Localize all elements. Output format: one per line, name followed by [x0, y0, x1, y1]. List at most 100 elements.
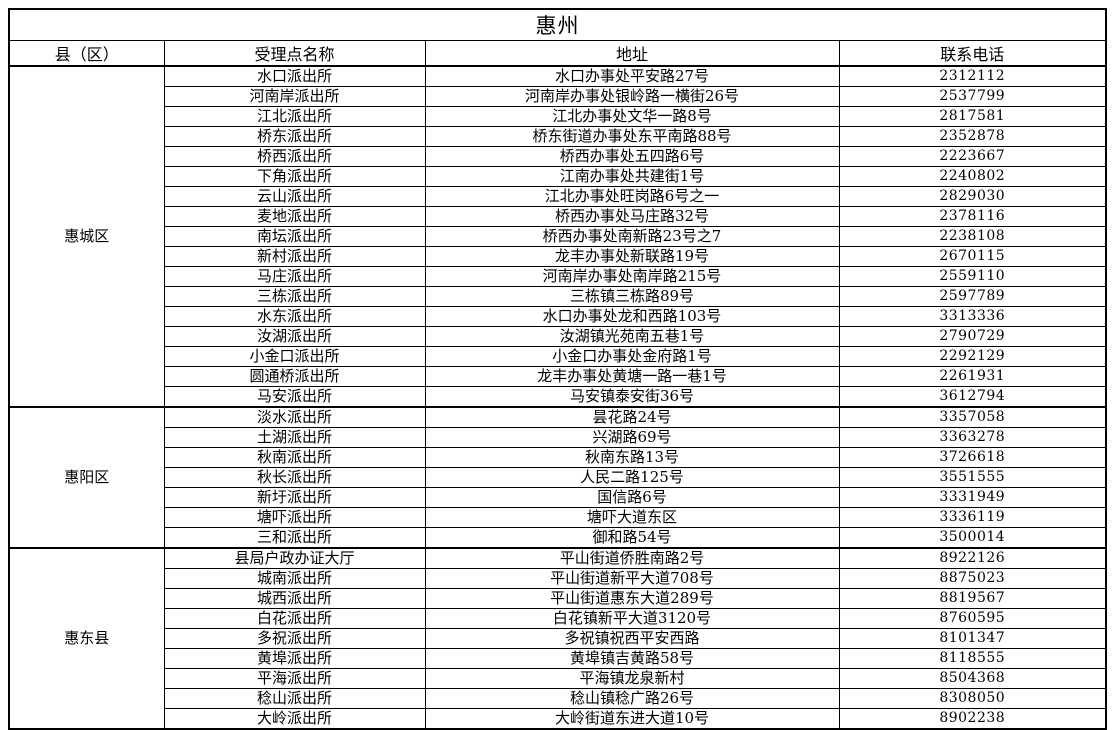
address-cell: 江北办事处旺岗路6号之一: [424, 186, 840, 207]
station-name-cell: 圆通桥派出所: [163, 366, 426, 387]
phone-cell: 3357058: [838, 406, 1107, 428]
table-row: 土湖派出所 兴湖路69号 3363278: [9, 427, 1107, 448]
address-cell: 平海镇龙泉新村: [424, 668, 840, 689]
station-name-cell: 秋南派出所: [163, 447, 426, 468]
station-name-cell: 县局户政办证大厅: [163, 547, 426, 569]
huizhou-table-container: 惠州 县（区） 受理点名称 地址 联系电话 惠城区 水口派出所 水口办事处平安路27…: [8, 8, 1107, 730]
phone-cell: 2261931: [838, 366, 1107, 387]
table-row: 江北派出所 江北办事处文华一路8号 2817581: [9, 106, 1107, 127]
phone-cell: 3336119: [838, 507, 1107, 528]
address-cell: 水口办事处平安路27号: [424, 65, 840, 87]
address-cell: 黄埠镇吉黄路58号: [424, 648, 840, 669]
station-name-cell: 三和派出所: [163, 527, 426, 549]
station-name-cell: 平海派出所: [163, 668, 426, 689]
address-cell: 桥西办事处南新路23号之7: [424, 226, 840, 247]
phone-cell: 2817581: [838, 106, 1107, 127]
table-row: 塘吓派出所 塘吓大道东区 3336119: [9, 507, 1107, 528]
address-cell: 江南办事处共建街1号: [424, 166, 840, 187]
phone-cell: 2559110: [838, 266, 1107, 287]
phone-cell: 2223667: [838, 146, 1107, 167]
table-row: 黄埠派出所 黄埠镇吉黄路58号 8118555: [9, 648, 1107, 669]
station-name-cell: 新圩派出所: [163, 487, 426, 508]
huizhou-stations-table: 惠州 县（区） 受理点名称 地址 联系电话 惠城区 水口派出所 水口办事处平安路27…: [8, 8, 1107, 730]
phone-cell: 3331949: [838, 487, 1107, 508]
phone-cell: 2292129: [838, 346, 1107, 367]
address-cell: 平山街道新平大道708号: [424, 568, 840, 589]
station-name-cell: 稔山派出所: [163, 688, 426, 709]
table-row: 小金口派出所 小金口办事处金府路1号 2292129: [9, 346, 1107, 367]
col-header-district: 县（区）: [8, 40, 165, 67]
station-name-cell: 小金口派出所: [163, 346, 426, 367]
station-name-cell: 城南派出所: [163, 568, 426, 589]
address-cell: 江北办事处文华一路8号: [424, 106, 840, 127]
phone-cell: 2312112: [838, 65, 1107, 87]
phone-cell: 8101347: [838, 628, 1107, 649]
address-cell: 桥东街道办事处东平南路88号: [424, 126, 840, 147]
station-name-cell: 南坛派出所: [163, 226, 426, 247]
table-row: 圆通桥派出所 龙丰办事处黄塘一路一巷1号 2261931: [9, 366, 1107, 387]
phone-cell: 8760595: [838, 608, 1107, 629]
station-name-cell: 白花派出所: [163, 608, 426, 629]
address-cell: 平山街道侨胜南路2号: [424, 547, 840, 569]
station-name-cell: 土湖派出所: [163, 427, 426, 448]
phone-cell: 8875023: [838, 568, 1107, 589]
column-header-row: 县（区） 受理点名称 地址 联系电话: [8, 40, 1107, 67]
table-row: 云山派出所 江北办事处旺岗路6号之一 2829030: [9, 186, 1107, 207]
address-cell: 小金口办事处金府路1号: [424, 346, 840, 367]
table-row: 稔山派出所 稔山镇稔广路26号 8308050: [9, 688, 1107, 709]
address-cell: 御和路54号: [424, 527, 840, 549]
address-cell: 昙花路24号: [424, 406, 840, 428]
phone-cell: 2537799: [838, 86, 1107, 107]
station-name-cell: 黄埠派出所: [163, 648, 426, 669]
station-name-cell: 麦地派出所: [163, 206, 426, 227]
district-cell: 惠城区: [8, 65, 165, 408]
table-row: 惠阳区 淡水派出所 昙花路24号 3357058: [8, 406, 1107, 549]
address-cell: 汝湖镇光苑南五巷1号: [424, 326, 840, 347]
table-row: 南坛派出所 桥西办事处南新路23号之7 2238108: [9, 226, 1107, 247]
phone-cell: 2790729: [838, 326, 1107, 347]
station-name-cell: 水口派出所: [163, 65, 426, 87]
table-row: 城南派出所 平山街道新平大道708号 8875023: [9, 568, 1107, 589]
station-name-cell: 大岭派出所: [163, 708, 426, 730]
station-name-cell: 秋长派出所: [163, 467, 426, 488]
station-name-cell: 新村派出所: [163, 246, 426, 267]
col-header-phone: 联系电话: [838, 40, 1107, 67]
station-name-cell: 马庄派出所: [163, 266, 426, 287]
station-name-cell: 马安派出所: [163, 386, 426, 408]
station-name-cell: 下角派出所: [163, 166, 426, 187]
address-cell: 大岭街道东进大道10号: [424, 708, 840, 730]
address-cell: 塘吓大道东区: [424, 507, 840, 528]
phone-cell: 3363278: [838, 427, 1107, 448]
table-row: 秋长派出所 人民二路125号 3551555: [9, 467, 1107, 488]
table-body: 惠城区 水口派出所 水口办事处平安路27号 2312112 河南岸派出所 河南岸办事处银岭…: [8, 65, 1107, 730]
page-title: 惠州: [8, 8, 1107, 41]
station-name-cell: 淡水派出所: [163, 406, 426, 428]
table-row: 新村派出所 龙丰办事处新联路19号 2670115: [9, 246, 1107, 267]
table-row: 马安派出所 马安镇泰安街36号 3612794: [9, 386, 1107, 408]
table-row: 马庄派出所 河南岸办事处南岸路215号 2559110: [9, 266, 1107, 287]
address-cell: 平山街道惠东大道289号: [424, 588, 840, 609]
station-name-cell: 多祝派出所: [163, 628, 426, 649]
table-row: 惠城区 水口派出所 水口办事处平安路27号 2312112: [8, 65, 1107, 408]
address-cell: 水口办事处龙和西路103号: [424, 306, 840, 327]
phone-cell: 8819567: [838, 588, 1107, 609]
district-cell: 惠东县: [8, 547, 165, 730]
table-row: 下角派出所 江南办事处共建街1号 2240802: [9, 166, 1107, 187]
station-name-cell: 桥西派出所: [163, 146, 426, 167]
phone-cell: 8308050: [838, 688, 1107, 709]
station-name-cell: 桥东派出所: [163, 126, 426, 147]
table-row: 三和派出所 御和路54号 3500014: [9, 527, 1107, 549]
station-name-cell: 城西派出所: [163, 588, 426, 609]
table-row: 城西派出所 平山街道惠东大道289号 8819567: [9, 588, 1107, 609]
address-cell: 三栋镇三栋路89号: [424, 286, 840, 307]
district-cell: 惠阳区: [8, 406, 165, 549]
phone-cell: 3500014: [838, 527, 1107, 549]
table-row: 平海派出所 平海镇龙泉新村 8504368: [9, 668, 1107, 689]
table-row: 河南岸派出所 河南岸办事处银岭路一横街26号 2537799: [9, 86, 1107, 107]
col-header-address: 地址: [424, 40, 840, 67]
address-cell: 兴湖路69号: [424, 427, 840, 448]
address-cell: 桥西办事处马庄路32号: [424, 206, 840, 227]
phone-cell: 2597789: [838, 286, 1107, 307]
address-cell: 桥西办事处五四路6号: [424, 146, 840, 167]
phone-cell: 2238108: [838, 226, 1107, 247]
